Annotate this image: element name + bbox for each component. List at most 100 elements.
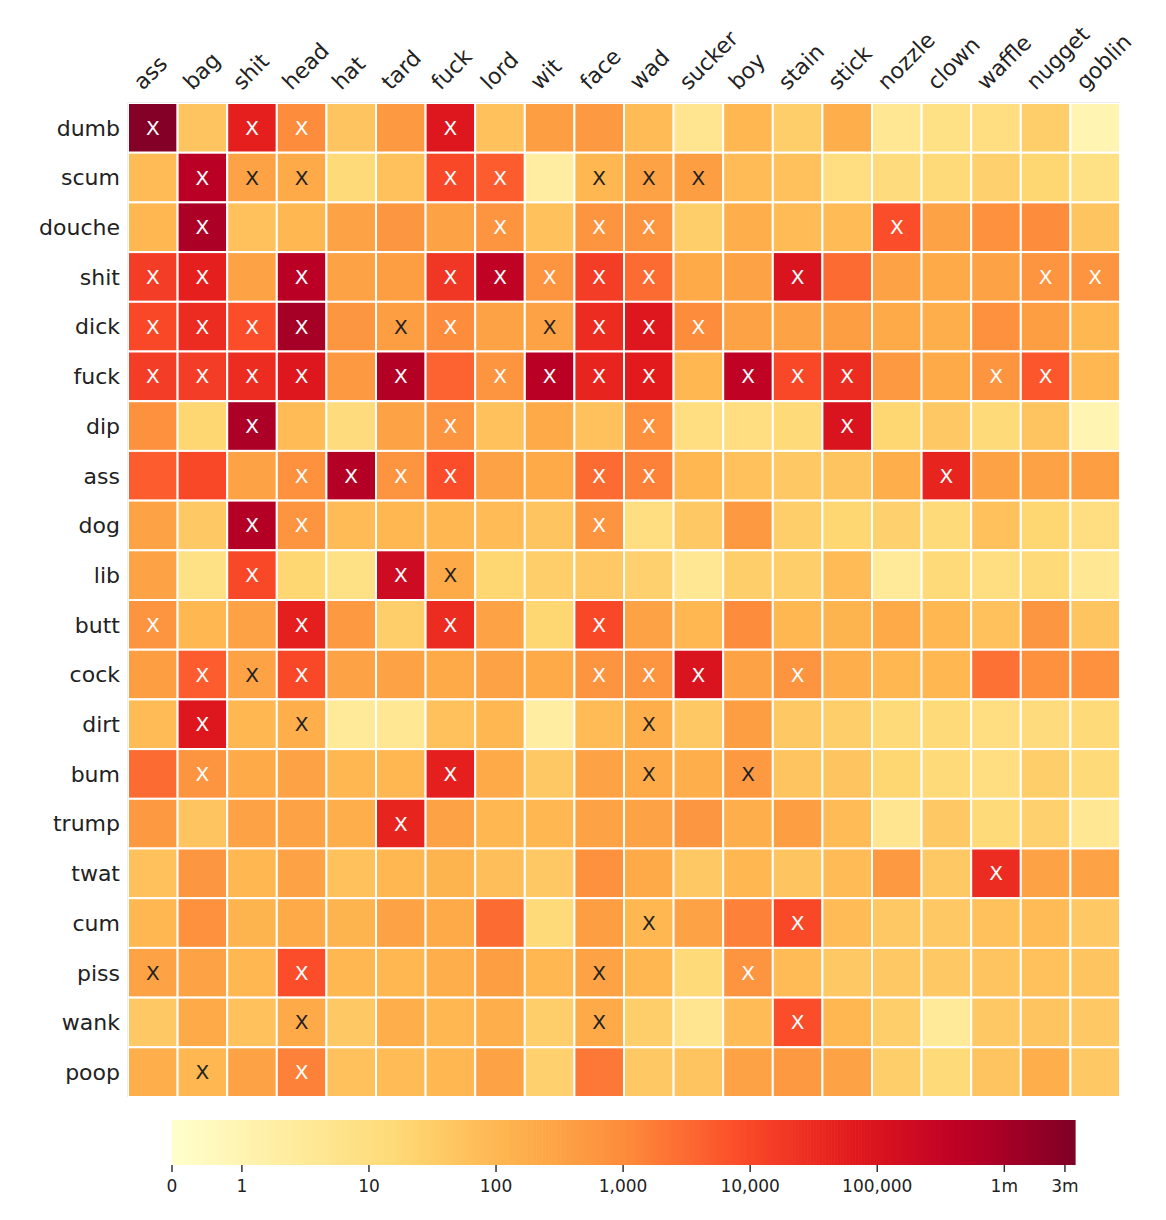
- svg-text:X: X: [245, 563, 259, 587]
- svg-text:X: X: [196, 215, 210, 239]
- svg-text:X: X: [592, 464, 606, 488]
- svg-text:X: X: [444, 613, 458, 637]
- svg-text:X: X: [692, 663, 706, 687]
- svg-text:X: X: [146, 315, 160, 339]
- svg-text:face: face: [575, 44, 626, 95]
- svg-text:X: X: [295, 166, 309, 190]
- svg-text:dick: dick: [75, 314, 120, 339]
- svg-text:shit: shit: [80, 265, 121, 290]
- svg-text:X: X: [295, 315, 309, 339]
- svg-text:X: X: [592, 613, 606, 637]
- svg-text:lib: lib: [94, 563, 120, 588]
- svg-text:X: X: [791, 663, 805, 687]
- svg-text:X: X: [196, 762, 210, 786]
- svg-text:X: X: [245, 513, 259, 537]
- svg-text:X: X: [592, 215, 606, 239]
- svg-text:X: X: [741, 762, 755, 786]
- svg-text:X: X: [394, 563, 408, 587]
- svg-text:X: X: [493, 215, 507, 239]
- svg-text:X: X: [444, 265, 458, 289]
- svg-text:X: X: [642, 414, 656, 438]
- svg-text:tard: tard: [377, 45, 426, 94]
- svg-text:X: X: [840, 364, 854, 388]
- svg-text:X: X: [642, 364, 656, 388]
- svg-text:fuck: fuck: [426, 44, 477, 95]
- svg-text:X: X: [592, 1010, 606, 1034]
- svg-text:X: X: [295, 663, 309, 687]
- svg-text:dip: dip: [86, 414, 120, 439]
- svg-text:X: X: [592, 513, 606, 537]
- svg-text:X: X: [295, 364, 309, 388]
- svg-text:X: X: [642, 712, 656, 736]
- svg-text:X: X: [394, 812, 408, 836]
- svg-text:X: X: [493, 265, 507, 289]
- svg-text:wad: wad: [625, 45, 675, 95]
- svg-text:dumb: dumb: [57, 116, 120, 141]
- svg-text:X: X: [840, 414, 854, 438]
- svg-text:X: X: [444, 116, 458, 140]
- svg-text:X: X: [592, 265, 606, 289]
- svg-text:X: X: [146, 961, 160, 985]
- svg-text:X: X: [741, 364, 755, 388]
- svg-text:X: X: [642, 215, 656, 239]
- svg-text:dirt: dirt: [82, 712, 120, 737]
- svg-text:piss: piss: [77, 961, 120, 986]
- svg-text:stick: stick: [823, 41, 877, 95]
- svg-text:X: X: [890, 215, 904, 239]
- svg-text:waffle: waffle: [972, 30, 1037, 95]
- svg-text:X: X: [344, 464, 358, 488]
- svg-text:X: X: [295, 116, 309, 140]
- svg-text:shit: shit: [228, 48, 274, 94]
- svg-text:X: X: [1039, 265, 1053, 289]
- svg-text:wank: wank: [62, 1010, 120, 1035]
- svg-text:1: 1: [236, 1176, 247, 1196]
- svg-text:10,000: 10,000: [720, 1176, 779, 1196]
- svg-text:X: X: [394, 364, 408, 388]
- svg-text:X: X: [940, 464, 954, 488]
- svg-text:hat: hat: [327, 51, 370, 94]
- svg-text:X: X: [146, 116, 160, 140]
- svg-text:X: X: [295, 1060, 309, 1084]
- svg-text:bag: bag: [178, 48, 225, 95]
- svg-text:X: X: [543, 315, 557, 339]
- svg-text:cum: cum: [73, 911, 120, 936]
- svg-text:X: X: [444, 464, 458, 488]
- svg-text:X: X: [543, 364, 557, 388]
- svg-text:X: X: [196, 265, 210, 289]
- svg-text:X: X: [394, 464, 408, 488]
- svg-text:X: X: [592, 315, 606, 339]
- svg-text:X: X: [245, 364, 259, 388]
- svg-text:trump: trump: [53, 811, 120, 836]
- svg-text:100,000: 100,000: [842, 1176, 912, 1196]
- svg-text:scum: scum: [61, 165, 120, 190]
- svg-text:X: X: [146, 265, 160, 289]
- svg-text:X: X: [444, 315, 458, 339]
- svg-text:X: X: [394, 315, 408, 339]
- svg-text:1m: 1m: [991, 1176, 1018, 1196]
- svg-text:X: X: [791, 911, 805, 935]
- svg-text:X: X: [642, 762, 656, 786]
- svg-text:X: X: [989, 364, 1003, 388]
- svg-text:X: X: [1039, 364, 1053, 388]
- svg-text:X: X: [791, 265, 805, 289]
- svg-text:X: X: [791, 364, 805, 388]
- svg-text:X: X: [592, 364, 606, 388]
- svg-text:ass: ass: [129, 51, 172, 94]
- svg-text:X: X: [245, 663, 259, 687]
- svg-text:X: X: [196, 1060, 210, 1084]
- svg-text:X: X: [196, 663, 210, 687]
- svg-text:X: X: [1088, 265, 1102, 289]
- svg-text:X: X: [444, 762, 458, 786]
- svg-text:cock: cock: [70, 662, 121, 687]
- svg-text:0: 0: [167, 1176, 178, 1196]
- svg-text:X: X: [295, 613, 309, 637]
- svg-text:1,000: 1,000: [599, 1176, 648, 1196]
- svg-text:X: X: [444, 414, 458, 438]
- svg-text:X: X: [642, 166, 656, 190]
- svg-text:10: 10: [358, 1176, 380, 1196]
- svg-text:X: X: [295, 513, 309, 537]
- svg-text:X: X: [791, 1010, 805, 1034]
- svg-text:X: X: [295, 961, 309, 985]
- svg-text:X: X: [146, 613, 160, 637]
- svg-text:twat: twat: [71, 861, 120, 886]
